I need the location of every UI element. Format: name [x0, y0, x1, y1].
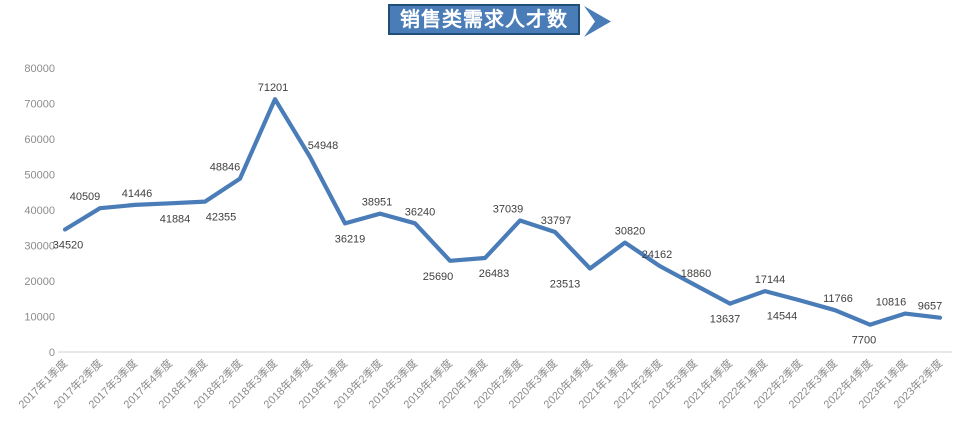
- data-label: 54948: [308, 140, 339, 152]
- data-label: 41884: [160, 213, 191, 225]
- data-label: 71201: [258, 82, 289, 94]
- series-line: [62, 97, 943, 327]
- data-label: 9657: [918, 301, 942, 313]
- data-label: 37039: [493, 204, 524, 216]
- data-label: 10816: [876, 297, 907, 309]
- chart-title: 销售类需求人才数: [388, 4, 580, 35]
- y-tick-label: 10000: [24, 312, 55, 324]
- data-label: 26483: [479, 268, 510, 280]
- y-tick-label: 60000: [24, 134, 55, 146]
- data-label: 48846: [210, 162, 241, 174]
- data-label: 42355: [206, 212, 237, 224]
- y-tick-label: 20000: [24, 276, 55, 288]
- data-label: 14544: [767, 310, 798, 322]
- data-label: 41446: [122, 188, 153, 200]
- y-tick-label: 30000: [24, 241, 55, 253]
- data-label: 11766: [823, 293, 853, 305]
- data-label: 17144: [755, 274, 786, 286]
- data-label: 36240: [405, 206, 436, 218]
- chart-title-banner: 销售类需求人才数: [388, 4, 613, 37]
- data-label: 13637: [710, 314, 741, 326]
- data-label: 34520: [53, 239, 84, 251]
- data-label: 25690: [423, 271, 454, 283]
- y-tick-label: 0: [49, 347, 55, 359]
- data-label: 33797: [541, 215, 572, 227]
- data-label: 18860: [681, 268, 712, 280]
- data-label: 38951: [362, 197, 393, 209]
- data-label: 40509: [70, 191, 101, 203]
- y-tick-label: 80000: [24, 63, 55, 75]
- data-label: 30820: [615, 226, 646, 238]
- data-label: 24162: [642, 249, 673, 261]
- data-label: 23513: [550, 279, 581, 291]
- data-label: 36219: [335, 233, 366, 245]
- y-tick-label: 70000: [24, 99, 55, 111]
- y-tick-label: 50000: [24, 170, 55, 182]
- y-tick-label: 40000: [24, 205, 55, 217]
- data-label: 7700: [852, 335, 876, 347]
- title-arrow-icon: [584, 6, 611, 37]
